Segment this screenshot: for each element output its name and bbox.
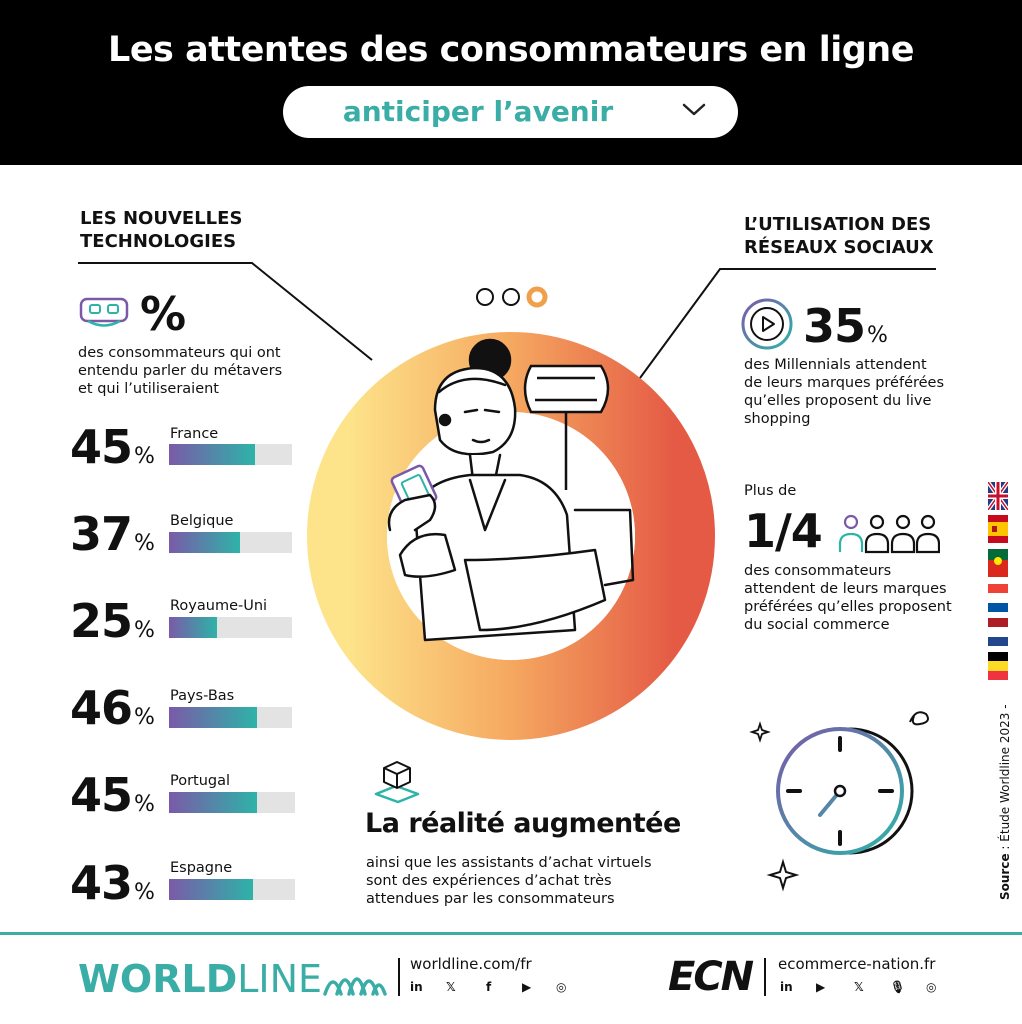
progress-track <box>169 444 292 465</box>
ecn-x-icon[interactable]: 𝕏 <box>854 980 864 994</box>
vr-headset-icon <box>79 297 129 327</box>
ar-description: ainsi que les assistants d’achat virtuel… <box>366 854 652 908</box>
center-illustration <box>307 332 715 740</box>
progress-fill <box>169 792 257 813</box>
dropdown-value: anticiper l’avenir <box>342 95 614 128</box>
stat1-line4: shopping <box>744 411 811 427</box>
progress-fill <box>169 532 240 553</box>
worldline-linkedin-icon[interactable]: in <box>410 980 423 994</box>
stat2-line1: des consommateurs <box>744 563 892 579</box>
carousel-dot[interactable] <box>476 288 494 306</box>
carousel-dots <box>476 286 548 308</box>
spain-flag-icon <box>988 515 1008 543</box>
ar-line1: ainsi que les assistants d’achat virtuel… <box>366 855 652 871</box>
stat1-line2: de leurs marques préférées <box>744 375 945 391</box>
lamp-icon <box>523 364 610 490</box>
ecn-podcast-icon[interactable]: 🎙 <box>890 980 906 994</box>
worldline-url[interactable]: worldline.com/fr <box>410 955 532 973</box>
progress-track <box>169 532 292 553</box>
country-name: Royaume-Uni <box>170 598 268 614</box>
footer-separator <box>398 958 400 996</box>
progress-fill <box>169 879 253 900</box>
ecn-youtube-icon[interactable]: ▶ <box>816 980 826 994</box>
country-value: 45% <box>70 420 155 474</box>
uk-flag-icon <box>988 482 1008 510</box>
netherlands-flag-icon <box>988 618 1008 646</box>
ecn-url[interactable]: ecommerce-nation.fr <box>778 955 936 973</box>
page-title: Les attentes des consommateurs en ligne <box>108 30 914 70</box>
country-value: 46% <box>70 681 155 735</box>
stat2-prefix: Plus de <box>744 483 797 499</box>
portugal-flag-icon <box>988 549 1008 577</box>
country-name: Belgique <box>170 513 234 529</box>
woman-figure-icon <box>387 338 635 642</box>
stat1-description: des Millennials attendent de leurs marqu… <box>744 356 944 428</box>
footer-separator <box>764 958 766 996</box>
right-title-line1: L’UTILISATION DES <box>744 214 932 235</box>
progress-track <box>169 792 295 813</box>
country-value: 37% <box>70 507 155 561</box>
people-icon <box>838 514 940 554</box>
stat1-line3: qu’elles proposent du live <box>744 393 932 409</box>
worldline-facebook-icon[interactable]: f <box>486 980 492 994</box>
worldline-waves-icon <box>323 977 387 996</box>
country-value: 45% <box>70 768 155 822</box>
cube-icon <box>374 761 420 804</box>
desc-line1: des consommateurs qui ont <box>78 345 281 361</box>
right-title-line2: RÉSEAUX SOCIAUX <box>744 237 934 258</box>
progress-track <box>169 617 292 638</box>
country-name: Portugal <box>170 773 231 789</box>
headline-description: des consommateurs qui ont entendu parler… <box>78 344 282 398</box>
desc-line3: et qui l’utiliseraient <box>78 381 219 397</box>
footer-divider <box>0 932 1022 935</box>
topic-dropdown[interactable]: anticiper l’avenir <box>283 86 738 138</box>
headline-value: % <box>140 287 186 341</box>
left-title-line2: TECHNOLOGIES <box>80 231 237 252</box>
desc-line2: entendu parler du métavers <box>78 363 283 379</box>
stat2-description: des consommateurs attendent de leurs mar… <box>744 562 952 634</box>
header-banner <box>0 0 1022 165</box>
clock-icon <box>749 711 929 892</box>
france-flag-icon <box>988 584 1008 612</box>
progress-track <box>169 879 295 900</box>
progress-fill <box>169 707 257 728</box>
play-icon <box>741 298 793 350</box>
progress-fill <box>169 444 255 465</box>
ecn-linkedin-icon[interactable]: in <box>780 980 793 994</box>
stat1-line1: des Millennials attendent <box>744 357 927 373</box>
worldline-youtube-icon[interactable]: ▶ <box>522 980 532 994</box>
source-note: Source : Étude Worldline 2023 - <box>998 704 1012 900</box>
progress-track <box>169 707 292 728</box>
worldline-logo[interactable]: WORLDLINE <box>78 957 323 1001</box>
ecn-instagram-icon[interactable]: ◎ <box>926 980 937 994</box>
country-value: 43% <box>70 856 155 910</box>
ecn-logo[interactable]: ECN <box>668 954 754 1000</box>
stat1-value: 35% <box>803 299 888 353</box>
stat2-line2: attendent de leurs marques <box>744 581 947 597</box>
ar-title: La réalité augmentée <box>365 808 681 839</box>
left-title-line1: LES NOUVELLES <box>80 208 243 229</box>
progress-fill <box>169 617 217 638</box>
left-section-title: LES NOUVELLES TECHNOLOGIES <box>80 207 242 253</box>
worldline-instagram-icon[interactable]: ◎ <box>556 980 567 994</box>
country-value: 25% <box>70 594 155 648</box>
ar-line2: sont des expériences d’achat très <box>366 873 612 889</box>
country-name: Espagne <box>170 860 233 876</box>
carousel-dot[interactable] <box>502 288 520 306</box>
worldline-x-icon[interactable]: 𝕏 <box>446 980 456 994</box>
chevron-down-icon[interactable] <box>680 100 708 120</box>
country-name: Pays-Bas <box>170 688 235 704</box>
carousel-dot-active[interactable] <box>526 286 548 308</box>
stat2-line4: du social commerce <box>744 617 890 633</box>
stat2-value: 1/4 <box>744 504 823 558</box>
stat2-line3: préférées qu’elles proposent <box>744 599 952 615</box>
country-name: France <box>170 426 219 442</box>
ar-line3: attendues par les consommateurs <box>366 891 615 907</box>
belgium-flag-icon <box>988 652 1008 680</box>
right-section-title: L’UTILISATION DES RÉSEAUX SOCIAUX <box>744 213 934 259</box>
